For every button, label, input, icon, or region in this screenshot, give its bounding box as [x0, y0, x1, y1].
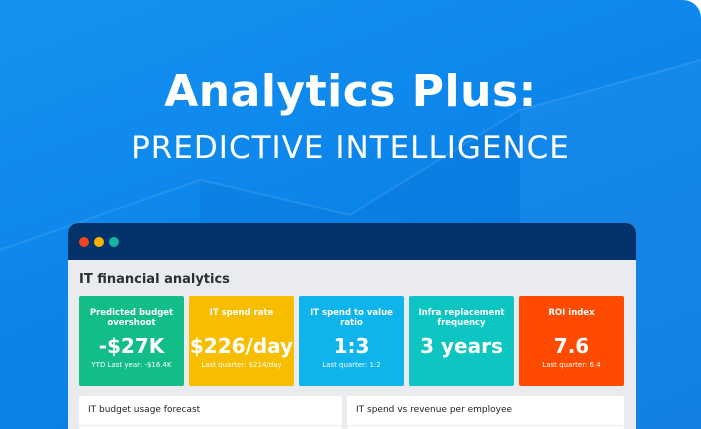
panel-spend-vs-revenue: IT spend vs revenue per employee [347, 396, 624, 429]
kpi-card-roi-index[interactable]: ROI index 7.6 Last quarter: 6.4 [519, 296, 624, 386]
kpi-value: 3 years [420, 334, 503, 358]
kpi-card-spend-rate[interactable]: IT spend rate $226/day Last quarter: $21… [189, 296, 294, 386]
maximize-dot-icon[interactable] [109, 237, 119, 247]
kpi-title: IT spend to value ratio [310, 308, 393, 328]
kpi-value: 1:3 [333, 334, 370, 358]
kpi-card-infra-replacement[interactable]: Infra replacement frequency 3 years [409, 296, 514, 386]
kpi-title: IT spend rate [209, 308, 274, 318]
kpi-sub: Last quarter: 6.4 [542, 361, 601, 369]
kpi-card-budget-overshoot[interactable]: Predicted budget overshoot -$27K YTD Las… [79, 296, 184, 386]
kpi-card-spend-value-ratio[interactable]: IT spend to value ratio 1:3 Last quarter… [299, 296, 404, 386]
hero-subtitle: PREDICTIVE INTELLIGENCE [131, 130, 570, 166]
kpi-value: $226/day [189, 334, 294, 358]
divider [79, 425, 342, 426]
app-window: IT financial analytics Predicted budget … [68, 223, 636, 429]
kpi-title: ROI index [548, 308, 595, 318]
divider [347, 425, 624, 426]
kpi-value: 7.6 [553, 334, 590, 358]
kpi-sub: YTD Last year: -$16.4K [91, 361, 172, 369]
dashboard-title: IT financial analytics [79, 272, 230, 287]
window-titlebar [68, 223, 636, 260]
panel-title: IT spend vs revenue per employee [356, 405, 513, 415]
kpi-title: Predicted budget overshoot [89, 308, 174, 328]
minimize-dot-icon[interactable] [94, 237, 104, 247]
kpi-sub: Last quarter: 1:2 [322, 361, 381, 369]
close-dot-icon[interactable] [79, 237, 89, 247]
kpi-title: Infra replacement frequency [418, 308, 505, 328]
panel-title: IT budget usage forecast [88, 405, 201, 415]
kpi-sub: Last quarter: $214/day [201, 361, 282, 369]
hero-title: Analytics Plus: [164, 66, 537, 117]
kpi-value: -$27K [98, 334, 165, 358]
panel-budget-forecast: IT budget usage forecast [79, 396, 342, 429]
